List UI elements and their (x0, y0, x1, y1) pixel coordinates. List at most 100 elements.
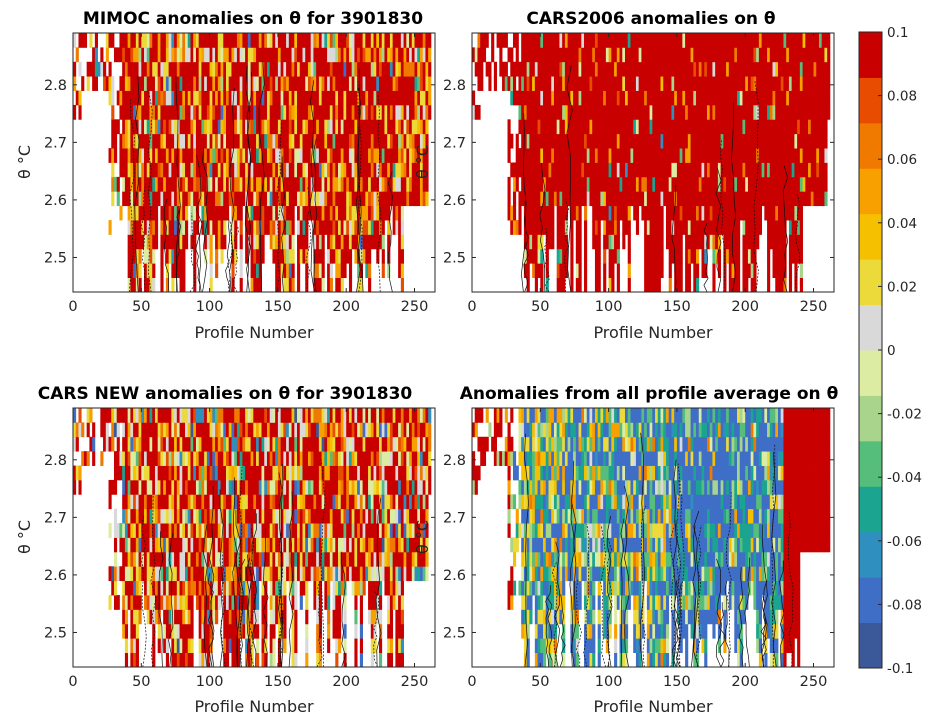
heatmap-cell (373, 205, 377, 221)
heatmap-cell (256, 523, 260, 538)
heatmap-cell (343, 248, 347, 264)
heatmap-cell (676, 76, 681, 91)
heatmap-cell (635, 33, 640, 48)
heatmap-cell (144, 277, 148, 293)
heatmap-cell (264, 479, 268, 495)
heatmap-cell (190, 523, 194, 538)
heatmap-cell (671, 133, 675, 149)
heatmap-cell (797, 133, 801, 149)
heatmap-cell (204, 148, 208, 163)
heatmap-cell (250, 494, 254, 510)
heatmap-cell (665, 133, 670, 149)
heatmap-cell (225, 523, 230, 538)
heatmap-cell (351, 90, 355, 106)
heatmap-cell (594, 277, 599, 293)
heatmap-cell (176, 551, 180, 567)
heatmap-cell (698, 162, 702, 178)
heatmap-cell (152, 537, 156, 553)
heatmap-cell (313, 119, 317, 135)
heatmap-cell (573, 162, 577, 178)
heatmap-cell (165, 33, 170, 48)
heatmap-cell (141, 133, 145, 149)
heatmap-cell (616, 176, 620, 192)
heatmap-cell (603, 148, 607, 163)
heatmap-cell (228, 508, 232, 524)
heatmap-cell (168, 76, 172, 91)
heatmap-cell (553, 61, 558, 77)
heatmap-cell (761, 76, 765, 91)
heatmap-cell (324, 90, 328, 106)
heatmap-cell (217, 436, 221, 452)
heatmap-cell (616, 234, 620, 250)
heatmap-cell (543, 162, 547, 178)
heatmap-cell (597, 119, 601, 135)
heatmap-cell (133, 176, 137, 192)
heatmap-cell (253, 436, 257, 452)
heatmap-cell (810, 119, 814, 135)
heatmap-cell (668, 90, 672, 106)
heatmap-cell (291, 465, 295, 481)
heatmap-cell (712, 191, 716, 207)
heatmap-cell (389, 47, 394, 63)
heatmap-cell (398, 148, 402, 163)
heatmap-cell (414, 47, 418, 63)
heatmap-cell (526, 148, 530, 163)
heatmap-cell (261, 508, 265, 524)
heatmap-cell (135, 551, 139, 567)
heatmap-cell (728, 248, 732, 264)
heatmap-cell (802, 47, 806, 63)
heatmap-cell (277, 133, 282, 149)
heatmap-cell (258, 408, 262, 423)
heatmap-cell (348, 76, 353, 91)
heatmap-cell (204, 652, 208, 668)
heatmap-cell (294, 90, 298, 106)
heatmap-cell (228, 465, 232, 481)
heatmap-cell (734, 234, 738, 250)
heatmap-cell (174, 465, 178, 481)
heatmap-cell (144, 436, 148, 452)
heatmap-cell (234, 162, 238, 178)
heatmap-cell (608, 191, 612, 207)
heatmap-cell (521, 76, 525, 91)
heatmap-cell (111, 133, 115, 149)
heatmap-cell (138, 61, 142, 77)
heatmap-cell (305, 148, 309, 163)
heatmap-cell (168, 537, 172, 553)
heatmap-cell (646, 176, 650, 192)
heatmap-cell (247, 76, 251, 91)
heatmap-cell (236, 176, 241, 192)
heatmap-cell (187, 408, 191, 423)
heatmap-cell (395, 61, 399, 77)
heatmap-cell (548, 104, 552, 120)
heatmap-cell (392, 148, 396, 163)
heatmap-cell (223, 234, 227, 250)
heatmap-cell (594, 90, 599, 106)
heatmap-cell (122, 537, 126, 553)
heatmap-cell (783, 76, 787, 91)
heatmap-cell (562, 205, 566, 221)
heatmap-cell (133, 494, 137, 510)
heatmap-cell (179, 479, 183, 495)
heatmap-cell (92, 47, 96, 63)
heatmap-cell (283, 537, 287, 553)
heatmap-cell (135, 76, 139, 91)
heatmap-cell (351, 234, 355, 250)
heatmap-cell (302, 33, 306, 48)
heatmap-cell (808, 47, 812, 63)
heatmap-cell (223, 638, 227, 654)
heatmap-cell (529, 90, 533, 106)
heatmap-cell (163, 176, 167, 192)
heatmap-cell (113, 551, 118, 567)
heatmap-cell (321, 234, 325, 250)
heatmap-cell (275, 220, 279, 235)
heatmap-cell (209, 234, 213, 250)
heatmap-cell (204, 162, 208, 178)
heatmap-cell (559, 162, 563, 178)
panel-mimoc-contours (128, 61, 393, 293)
heatmap-cell (187, 566, 191, 582)
heatmap-cell (256, 47, 260, 63)
heatmap-cell (622, 133, 626, 149)
heatmap-cell (223, 652, 227, 668)
heatmap-cell (157, 148, 161, 163)
heatmap-cell (168, 595, 172, 610)
